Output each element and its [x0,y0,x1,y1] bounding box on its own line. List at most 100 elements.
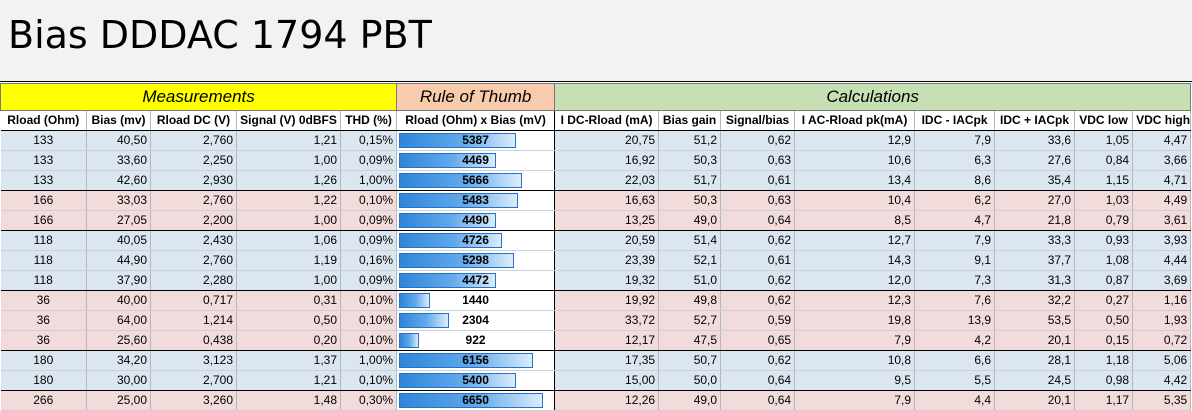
table-cell[interactable]: 1,214 [150,310,237,331]
table-cell[interactable]: 16,92 [554,150,660,171]
table-cell[interactable]: 1,17 [1074,390,1134,411]
table-cell[interactable]: 0,87 [1074,270,1134,291]
table-cell[interactable]: 180 [0,350,87,371]
rule-of-thumb-cell[interactable]: 4490 [396,210,556,231]
table-cell[interactable]: 3,123 [150,350,237,371]
sheet-title[interactable]: Bias DDDAC 1794 PBT [8,13,432,57]
table-cell[interactable]: 9,1 [914,250,996,271]
table-cell[interactable]: 0,10% [340,290,398,311]
table-cell[interactable]: 25,00 [86,390,151,411]
table-cell[interactable]: 50,3 [658,150,722,171]
table-cell[interactable]: 0,50 [1074,310,1134,331]
column-header[interactable]: Signal/bias [720,110,796,131]
rule-of-thumb-cell[interactable]: 1440 [396,290,556,311]
table-cell[interactable]: 36 [0,330,87,351]
table-cell[interactable]: 0,63 [720,150,796,171]
table-cell[interactable]: 2,930 [150,170,237,191]
rule-of-thumb-cell[interactable]: 5400 [396,370,556,391]
table-cell[interactable]: 1,22 [236,190,341,211]
section-calculations[interactable]: Calculations [554,83,1192,111]
table-cell[interactable]: 180 [0,370,87,391]
table-cell[interactable]: 0,62 [720,290,796,311]
table-cell[interactable]: 49,8 [658,290,722,311]
rule-of-thumb-cell[interactable]: 5483 [396,190,556,211]
table-cell[interactable]: 5,06 [1132,350,1192,371]
table-cell[interactable]: 17,35 [554,350,660,371]
table-cell[interactable]: 50,7 [658,350,722,371]
table-cell[interactable]: 20,75 [554,130,660,151]
rule-of-thumb-cell[interactable]: 922 [396,330,556,351]
table-cell[interactable]: 13,9 [914,310,996,331]
table-cell[interactable]: 6,6 [914,350,996,371]
table-cell[interactable]: 42,60 [86,170,151,191]
table-cell[interactable]: 1,21 [236,130,341,151]
table-cell[interactable]: 31,3 [994,270,1076,291]
table-cell[interactable]: 51,7 [658,170,722,191]
table-cell[interactable]: 1,48 [236,390,341,411]
table-cell[interactable]: 7,9 [914,130,996,151]
column-header[interactable]: I DC-Rload (mA) [554,110,660,131]
table-cell[interactable]: 4,7 [914,210,996,231]
table-cell[interactable]: 2,430 [150,230,237,251]
table-cell[interactable]: 1,21 [236,370,341,391]
table-cell[interactable]: 0,10% [340,310,398,331]
table-cell[interactable]: 22,03 [554,170,660,191]
table-cell[interactable]: 19,92 [554,290,660,311]
table-cell[interactable]: 10,8 [794,350,916,371]
table-cell[interactable]: 0,65 [720,330,796,351]
table-cell[interactable]: 33,03 [86,190,151,211]
table-cell[interactable]: 19,8 [794,310,916,331]
table-cell[interactable]: 15,00 [554,370,660,391]
column-header[interactable]: IDC + IACpk [994,110,1076,131]
table-cell[interactable]: 1,00 [236,270,341,291]
table-cell[interactable]: 12,17 [554,330,660,351]
table-cell[interactable]: 4,44 [1132,250,1192,271]
table-cell[interactable]: 1,93 [1132,310,1192,331]
table-cell[interactable]: 0,20 [236,330,341,351]
table-cell[interactable]: 118 [0,250,87,271]
table-cell[interactable]: 30,00 [86,370,151,391]
table-cell[interactable]: 50,0 [658,370,722,391]
table-cell[interactable]: 33,6 [994,130,1076,151]
table-cell[interactable]: 24,5 [994,370,1076,391]
table-cell[interactable]: 7,9 [914,230,996,251]
table-cell[interactable]: 133 [0,170,87,191]
table-cell[interactable]: 0,10% [340,330,398,351]
table-cell[interactable]: 5,5 [914,370,996,391]
table-cell[interactable]: 9,5 [794,370,916,391]
table-cell[interactable]: 0,63 [720,190,796,211]
column-header[interactable]: Rload DC (V) [150,110,237,131]
table-cell[interactable]: 4,42 [1132,370,1192,391]
column-header[interactable]: VDC low [1074,110,1134,131]
table-cell[interactable]: 2,200 [150,210,237,231]
column-header[interactable]: IDC - IACpk [914,110,996,131]
table-cell[interactable]: 27,05 [86,210,151,231]
table-cell[interactable]: 0,72 [1132,330,1192,351]
table-cell[interactable]: 40,00 [86,290,151,311]
table-cell[interactable]: 0,438 [150,330,237,351]
table-cell[interactable]: 0,30% [340,390,398,411]
table-cell[interactable]: 3,93 [1132,230,1192,251]
table-cell[interactable]: 10,4 [794,190,916,211]
column-header[interactable]: THD (%) [340,110,398,131]
table-cell[interactable]: 0,62 [720,270,796,291]
table-cell[interactable]: 20,59 [554,230,660,251]
table-cell[interactable]: 0,09% [340,270,398,291]
column-header[interactable]: Rload (Ohm) x Bias (mV) [396,110,556,131]
table-cell[interactable]: 12,7 [794,230,916,251]
column-header[interactable]: I AC-Rload pk(mA) [794,110,916,131]
table-cell[interactable]: 50,3 [658,190,722,211]
table-cell[interactable]: 0,64 [720,390,796,411]
table-cell[interactable]: 40,05 [86,230,151,251]
table-cell[interactable]: 51,2 [658,130,722,151]
table-cell[interactable]: 34,20 [86,350,151,371]
table-cell[interactable]: 28,1 [994,350,1076,371]
table-cell[interactable]: 12,3 [794,290,916,311]
rule-of-thumb-cell[interactable]: 2304 [396,310,556,331]
table-cell[interactable]: 1,00 [236,150,341,171]
column-header[interactable]: Bias (mv) [86,110,151,131]
table-cell[interactable]: 49,0 [658,390,722,411]
table-cell[interactable]: 2,280 [150,270,237,291]
table-cell[interactable]: 2,760 [150,130,237,151]
table-cell[interactable]: 3,260 [150,390,237,411]
